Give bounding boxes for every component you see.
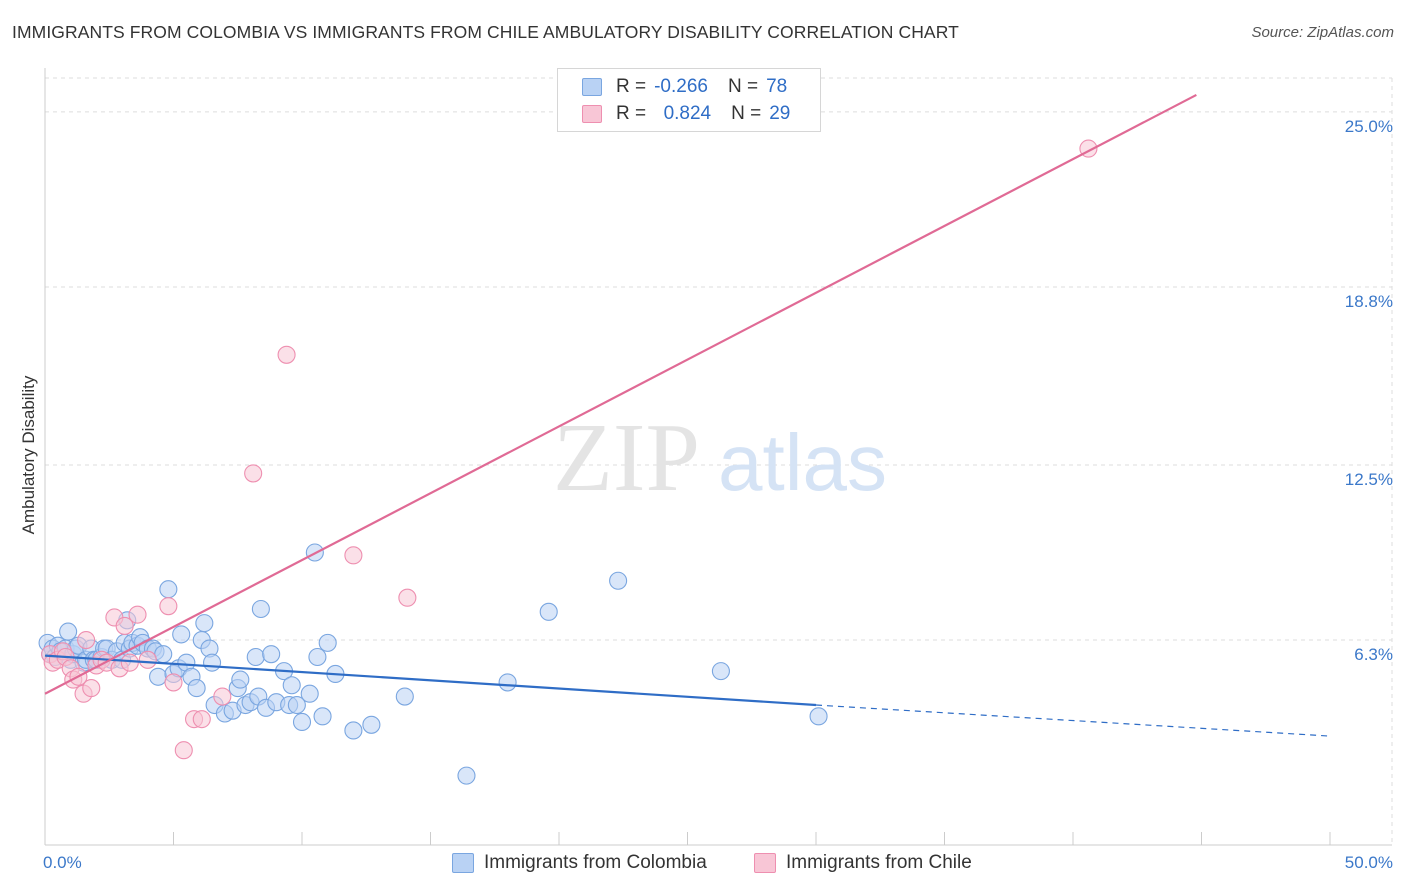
chile-point xyxy=(159,597,178,616)
y-tick-label: 12.5% xyxy=(1345,470,1393,489)
watermark: ZIP atlas xyxy=(553,404,887,512)
chile-point xyxy=(138,650,157,669)
colombia-n-value: 78 xyxy=(766,76,788,97)
colombia-point xyxy=(498,673,517,692)
watermark-atlas: atlas xyxy=(718,418,887,507)
chile-point xyxy=(244,464,263,483)
colombia-point xyxy=(539,602,558,621)
chile-point xyxy=(277,345,296,364)
chart-title: IMMIGRANTS FROM COLOMBIA VS IMMIGRANTS F… xyxy=(12,22,959,42)
correlation-legend: R = -0.266 N = 78 R = 0.824 N = 29 xyxy=(557,68,821,132)
colombia-point xyxy=(172,625,191,644)
colombia-r-value: -0.266 xyxy=(654,76,708,97)
colombia-point xyxy=(246,647,265,667)
colombia-point xyxy=(59,622,78,641)
axis-labels: 6.3% 12.5% 18.8% 25.0% 0.0% 50.0% xyxy=(43,117,1393,872)
chile-point xyxy=(120,653,139,672)
colombia-point xyxy=(203,653,222,672)
chile-point xyxy=(115,616,134,635)
source-label: Source: ZipAtlas.com xyxy=(1251,24,1394,41)
trend-lines xyxy=(44,93,1331,737)
n-label: N = xyxy=(731,103,762,124)
chile-point xyxy=(344,546,363,565)
colombia-trend-line xyxy=(44,654,817,707)
chile-legend-label: Immigrants from Chile xyxy=(786,852,972,873)
colombia-legend-swatch xyxy=(452,853,474,873)
chile-point xyxy=(213,687,232,706)
colombia-point xyxy=(395,687,414,706)
colombia-swatch xyxy=(582,78,602,96)
colombia-point xyxy=(231,670,250,689)
chile-point xyxy=(128,605,147,624)
y-tick-label: 18.8% xyxy=(1345,292,1393,311)
x-tick-label-max: 50.0% xyxy=(1345,853,1393,872)
y-axis-title: Ambulatory Disability xyxy=(19,375,38,534)
colombia-point xyxy=(344,721,363,740)
colombia-point xyxy=(457,766,476,785)
colombia-point xyxy=(362,715,381,734)
colombia-legend-label: Immigrants from Colombia xyxy=(484,852,707,873)
colombia-point xyxy=(149,667,168,686)
colombia-point xyxy=(282,676,301,695)
chile-point xyxy=(192,710,211,729)
chile-n-value: 29 xyxy=(769,103,791,124)
y-tick-label: 6.3% xyxy=(1354,645,1393,664)
chile-point xyxy=(164,673,183,692)
bottom-legend-chile: Immigrants from Chile xyxy=(754,852,972,874)
colombia-point xyxy=(292,712,312,732)
colombia-point xyxy=(318,633,337,652)
colombia-point xyxy=(809,707,828,726)
colombia-point xyxy=(154,645,173,664)
n-label: N = xyxy=(727,76,759,97)
chile-swatch xyxy=(582,105,602,123)
colombia-point xyxy=(251,599,270,619)
colombia-point xyxy=(711,662,730,681)
bottom-legend-colombia: Immigrants from Colombia xyxy=(452,852,707,874)
chile-point xyxy=(174,741,193,760)
chile-point xyxy=(77,631,96,650)
colombia-point xyxy=(262,645,281,664)
chile-r-value: 0.824 xyxy=(663,103,712,124)
colombia-point xyxy=(308,647,327,667)
chile-trend-line xyxy=(44,93,1197,695)
r-label: R = xyxy=(616,103,647,124)
watermark-zip: ZIP xyxy=(553,404,700,512)
y-tick-label: 25.0% xyxy=(1345,117,1393,136)
x-tick-label-min: 0.0% xyxy=(43,853,82,872)
r-label: R = xyxy=(616,76,647,97)
chile-legend-swatch xyxy=(754,853,776,873)
legend-row-colombia: R = -0.266 N = 78 xyxy=(582,75,787,99)
colombia-point xyxy=(187,679,206,698)
colombia-point xyxy=(287,695,306,715)
chile-point xyxy=(398,588,417,607)
colombia-point xyxy=(609,571,628,590)
colombia-point xyxy=(159,580,178,599)
chile-point xyxy=(82,679,101,698)
colombia-point xyxy=(195,614,214,633)
colombia-points xyxy=(38,543,828,785)
axes xyxy=(44,68,1392,846)
colombia-trend-extension xyxy=(815,704,1331,737)
colombia-point xyxy=(300,684,319,703)
colombia-point xyxy=(313,707,332,726)
legend-row-chile: R = 0.824 N = 29 xyxy=(582,102,790,126)
